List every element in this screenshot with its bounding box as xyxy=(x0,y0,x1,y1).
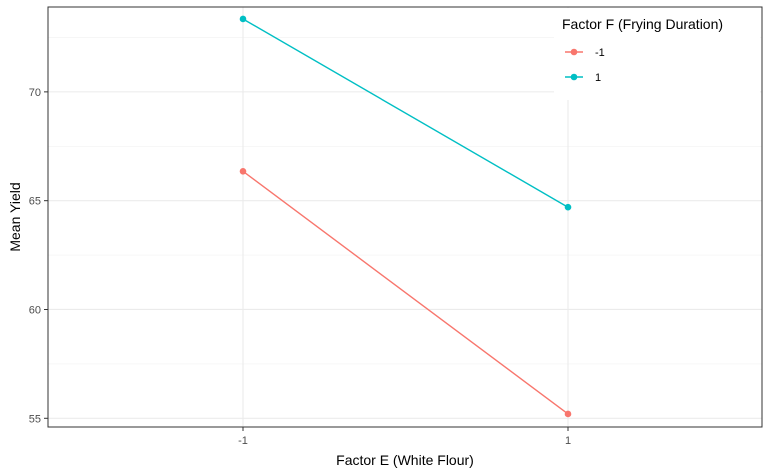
y-tick-label: 60 xyxy=(29,304,41,316)
minor-gridlines xyxy=(48,37,762,365)
x-axis-title: Factor E (White Flour) xyxy=(336,452,474,468)
plot-panel-border xyxy=(47,6,763,428)
legend-items: -1 1 xyxy=(565,47,605,84)
legend-label: -1 xyxy=(595,47,605,59)
x-tick-label: -1 xyxy=(238,435,248,447)
data-point xyxy=(239,168,247,175)
x-axis: -1 1 xyxy=(238,427,571,447)
y-axis-title: Mean Yield xyxy=(7,182,23,251)
y-tick-label: 70 xyxy=(29,87,41,99)
series-line xyxy=(242,18,569,208)
series-line xyxy=(242,170,569,415)
data-point xyxy=(564,410,572,418)
x-tick-label: 1 xyxy=(565,435,571,447)
data-point xyxy=(239,15,247,23)
y-tick-label: 65 xyxy=(29,196,41,208)
data-point xyxy=(564,203,572,211)
legend-key-point xyxy=(570,73,578,81)
legend-key-point xyxy=(570,48,578,56)
legend-title: Factor F (Frying Duration) xyxy=(562,16,723,32)
y-tick-label: 55 xyxy=(29,413,41,425)
series-layer xyxy=(239,15,572,418)
legend-label: 1 xyxy=(595,72,601,84)
major-gridlines xyxy=(48,7,762,427)
y-axis: 55 60 65 70 xyxy=(29,87,48,425)
legend-background xyxy=(554,8,760,100)
legend: Factor F (Frying Duration) -1 1 xyxy=(554,8,760,100)
